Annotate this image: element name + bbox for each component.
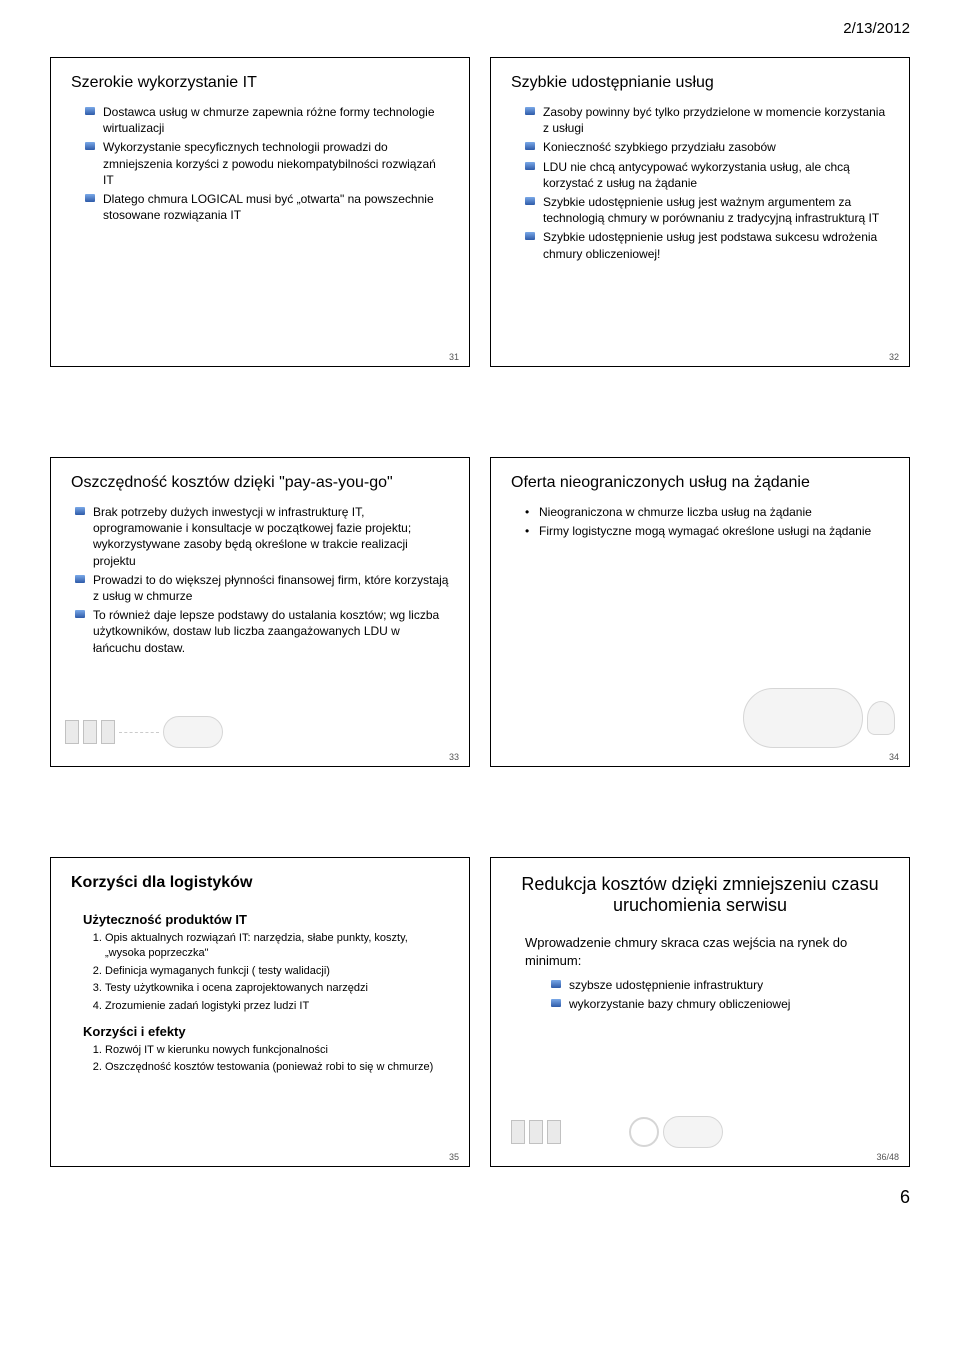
bullet-item: Zasoby powinny być tylko przydzielone w …	[525, 104, 889, 136]
sub-heading: Użyteczność produktów IT	[83, 912, 449, 927]
footer-page-number: 6	[50, 1187, 910, 1208]
slide-title: Szerokie wykorzystanie IT	[71, 74, 449, 92]
slide-35: Korzyści dla logistyków Użyteczność prod…	[50, 857, 470, 1167]
slide-title: Szybkie udostępnianie usług	[511, 74, 889, 92]
bullet-item: Konieczność szybkiego przydziału zasobów	[525, 139, 889, 155]
dot-item: Firmy logistyczne mogą wymagać określone…	[525, 523, 889, 539]
slide-title: Oferta nieograniczonych usług na żądanie	[511, 474, 889, 492]
bullet-item: Dlatego chmura LOGICAL musi być „otwarta…	[85, 191, 449, 223]
bullet-item: Brak potrzeby dużych inwestycji w infras…	[75, 504, 449, 569]
slide-number: 33	[449, 752, 459, 762]
slide-36: Redukcja kosztów dzięki zmniejszeniu cza…	[490, 857, 910, 1167]
bullet-list: szybsze udostępnienie infrastruktury wyk…	[511, 977, 889, 1015]
bullet-list: Dostawca usług w chmurze zapewnia różne …	[71, 104, 449, 226]
slide-number: 34	[889, 752, 899, 762]
slide-33: Oszczędność kosztów dzięki "pay-as-you-g…	[50, 457, 470, 767]
slide-number: 32	[889, 352, 899, 362]
bullet-list: Brak potrzeby dużych inwestycji w infras…	[71, 504, 449, 659]
bullet-item: LDU nie chcą antycypować wykorzystania u…	[525, 159, 889, 191]
list-item: Zrozumienie zadań logistyki przez ludzi …	[105, 999, 449, 1014]
bullet-item: Szybkie udostępnienie usług jest podstaw…	[525, 229, 889, 261]
bullet-item: Prowadzi to do większej płynności finans…	[75, 572, 449, 604]
list-item: Testy użytkownika i ocena zaprojektowany…	[105, 981, 449, 996]
slide-title: Korzyści dla logistyków	[71, 874, 449, 892]
bullet-item: To również daje lepsze podstawy do ustal…	[75, 607, 449, 656]
dot-list: Nieograniczona w chmurze liczba usług na…	[511, 504, 889, 542]
list-item: Definicja wymaganych funkcji ( testy wal…	[105, 964, 449, 979]
bullet-item: Szybkie udostępnienie usług jest ważnym …	[525, 194, 889, 226]
numbered-list: Rozwój IT w kierunku nowych funkcjonalno…	[71, 1043, 449, 1078]
bullet-item: szybsze udostępnienie infrastruktury	[551, 977, 889, 993]
bullet-item: Dostawca usług w chmurze zapewnia różne …	[85, 104, 449, 136]
illustration-cloud-person	[743, 688, 895, 748]
illustration-servers-clock-cloud	[511, 1116, 723, 1148]
slide-title: Redukcja kosztów dzięki zmniejszeniu cza…	[511, 874, 889, 916]
slide-row: Szerokie wykorzystanie IT Dostawca usług…	[50, 57, 910, 367]
bullet-item: Wykorzystanie specyficznych technologii …	[85, 139, 449, 188]
sub-heading: Korzyści i efekty	[83, 1024, 449, 1039]
slide-32: Szybkie udostępnianie usług Zasoby powin…	[490, 57, 910, 367]
intro-text: Wprowadzenie chmury skraca czas wejścia …	[525, 934, 889, 969]
numbered-list: Opis aktualnych rozwiązań IT: narzędzia,…	[71, 931, 449, 1016]
list-item: Opis aktualnych rozwiązań IT: narzędzia,…	[105, 931, 449, 962]
slide-row: Oszczędność kosztów dzięki "pay-as-you-g…	[50, 457, 910, 767]
bullet-list: Zasoby powinny być tylko przydzielone w …	[511, 104, 889, 265]
slide-34: Oferta nieograniczonych usług na żądanie…	[490, 457, 910, 767]
slide-title: Oszczędność kosztów dzięki "pay-as-you-g…	[71, 474, 449, 492]
slide-number: 31	[449, 352, 459, 362]
header-date: 2/13/2012	[50, 20, 910, 37]
slide-number: 35	[449, 1152, 459, 1162]
slide-number: 36/48	[876, 1152, 899, 1162]
dot-item: Nieograniczona w chmurze liczba usług na…	[525, 504, 889, 520]
list-item: Rozwój IT w kierunku nowych funkcjonalno…	[105, 1043, 449, 1058]
slide-31: Szerokie wykorzystanie IT Dostawca usług…	[50, 57, 470, 367]
illustration-servers-cloud	[65, 716, 223, 748]
bullet-item: wykorzystanie bazy chmury obliczeniowej	[551, 996, 889, 1012]
list-item: Oszczędność kosztów testowania (ponieważ…	[105, 1060, 449, 1075]
slide-row: Korzyści dla logistyków Użyteczność prod…	[50, 857, 910, 1167]
